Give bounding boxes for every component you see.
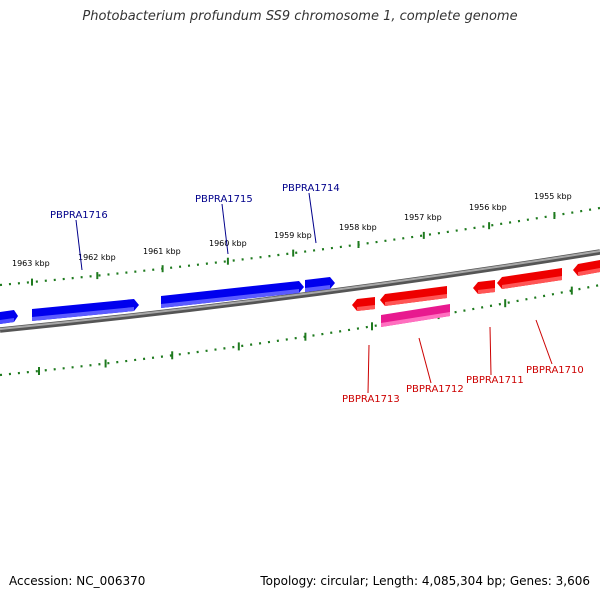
gene-arrow-pbpra1715[interactable] xyxy=(161,281,304,308)
topology-text: Topology: circular; Length: 4,085,304 bp… xyxy=(260,574,590,588)
kbp-label-1958: 1958 kbp xyxy=(339,223,377,232)
kbp-label-1955: 1955 kbp xyxy=(534,192,572,201)
forward-genes xyxy=(0,277,335,324)
reverse-genes xyxy=(352,260,600,327)
gene-arrow-pbpra1711[interactable] xyxy=(473,280,495,294)
outer-major-ticks xyxy=(31,212,556,286)
kbp-label-1962: 1962 kbp xyxy=(78,253,116,262)
kbp-label-1960: 1960 kbp xyxy=(209,239,247,248)
kbp-label-1963: 1963 kbp xyxy=(12,259,50,268)
label-leader-lines xyxy=(75,192,553,394)
accession-text: Accession: NC_006370 xyxy=(9,574,146,588)
gene-arrow-pbpra1713[interactable] xyxy=(352,297,375,311)
gene-label-pbpra1710[interactable]: PBPRA1710 xyxy=(526,365,584,376)
inner-tick-track xyxy=(0,283,600,377)
gene-label-pbpra1711[interactable]: PBPRA1711 xyxy=(466,375,524,386)
gene-arrow-pbpra1712[interactable] xyxy=(380,286,447,306)
gene-label-pbpra1714[interactable]: PBPRA1714 xyxy=(282,183,340,194)
gene-block-pbpra1712-rna[interactable] xyxy=(381,304,450,327)
gene-arrow-right-edge[interactable] xyxy=(573,260,600,276)
chromosome-backbone xyxy=(0,249,600,333)
reverse-gene-labels: PBPRA1713 PBPRA1712 PBPRA1711 PBPRA1710 xyxy=(342,365,584,405)
map-title: Photobacterium profundum SS9 chromosome … xyxy=(82,9,518,24)
gene-label-pbpra1712[interactable]: PBPRA1712 xyxy=(406,384,464,395)
kbp-label-1956: 1956 kbp xyxy=(469,203,507,212)
gene-label-pbpra1716[interactable]: PBPRA1716 xyxy=(50,210,108,221)
kbp-label-1957: 1957 kbp xyxy=(404,213,442,222)
gene-arrow-pbpra1716[interactable] xyxy=(32,299,139,321)
kbp-label-1961: 1961 kbp xyxy=(143,247,181,256)
gene-label-pbpra1715[interactable]: PBPRA1715 xyxy=(195,194,253,205)
gene-arrow-pbpra1710[interactable] xyxy=(497,268,562,289)
gene-arrow-left-edge[interactable] xyxy=(0,310,18,324)
gene-label-pbpra1713[interactable]: PBPRA1713 xyxy=(342,394,400,405)
inner-major-ticks xyxy=(38,286,573,375)
kbp-labels: 1963 kbp 1962 kbp 1961 kbp 1960 kbp 1959… xyxy=(12,192,572,268)
gene-arrow-pbpra1714[interactable] xyxy=(305,277,335,292)
forward-gene-labels: PBPRA1716 PBPRA1715 PBPRA1714 xyxy=(50,183,340,221)
kbp-label-1959: 1959 kbp xyxy=(274,231,312,240)
